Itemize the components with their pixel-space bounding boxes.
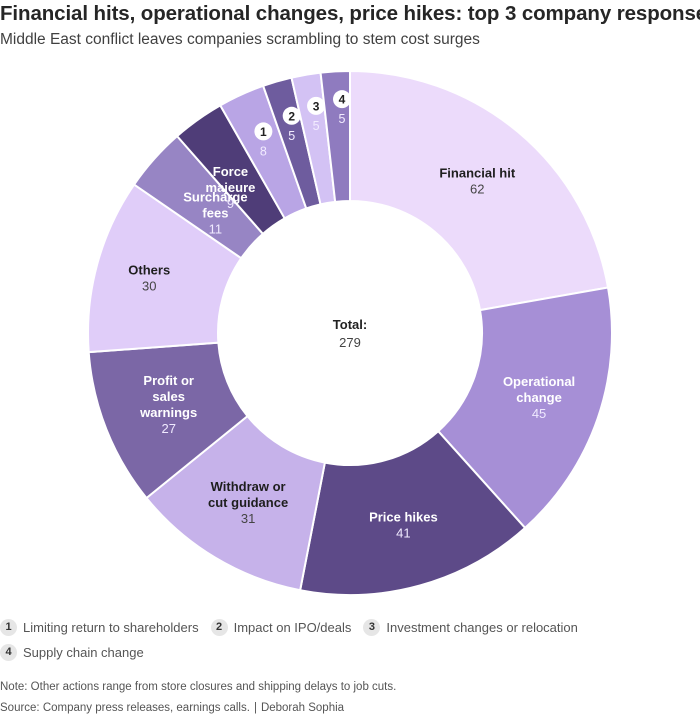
legend-item-4: 4 Supply chain change <box>0 643 144 661</box>
slice-label-profit-or-sales-warnings: sales <box>152 389 185 404</box>
badge-3 <box>307 96 326 115</box>
slice-label-force-majeure: majeure <box>206 180 256 195</box>
slice-label-surcharge-fees: fees <box>202 205 228 220</box>
source-text: Source: Company press releases, earnings… <box>0 702 250 714</box>
slice-financial-hit <box>349 69 610 312</box>
slice-label-profit-or-sales-warnings: Profit or <box>143 373 194 388</box>
slice-label-others: Others <box>128 263 170 278</box>
legend-label-2: Impact on IPO/deals <box>233 619 352 635</box>
badge-label-3: 3 <box>313 99 320 113</box>
value-label-price-hikes: 41 <box>396 526 410 541</box>
slice-operational-change <box>436 286 613 530</box>
slice-label-surcharge-fees: Surcharge <box>183 189 247 204</box>
value-label-3: 5 <box>313 119 320 133</box>
donut-chart: Financial hit62Operationalchange45Price … <box>87 69 613 596</box>
legend-item-2: 2 Impact on IPO/deals <box>210 618 352 636</box>
slice-label-operational-change: Operational <box>503 374 575 389</box>
legend-label-1: Limiting return to shareholders <box>23 619 199 635</box>
value-label-2: 5 <box>288 129 295 143</box>
legend-item-1: 1 Limiting return to shareholders <box>0 618 199 636</box>
value-label-financial-hit: 62 <box>470 181 484 196</box>
badge-label-2: 2 <box>288 109 295 123</box>
author-credit: Deborah Sophia <box>260 702 345 714</box>
slice-label-profit-or-sales-warnings: warnings <box>139 405 197 420</box>
badge-2 <box>282 106 301 125</box>
value-label-operational-change: 45 <box>532 406 546 421</box>
legend-row: 4 Supply chain change <box>0 641 700 663</box>
slice-label-operational-change: change <box>516 390 562 405</box>
chart-note: Note: Other actions range from store clo… <box>0 681 397 693</box>
value-label-4: 5 <box>339 112 346 126</box>
badge-4 <box>332 90 351 109</box>
legend-badge-4: 4 <box>0 643 17 661</box>
chart-subtitle: Middle East conflict leaves companies sc… <box>0 31 480 48</box>
legend-item-3: 3 Investment changes or relocation <box>363 618 578 636</box>
total-value: 279 <box>339 335 361 350</box>
chart-title: Financial hits, operational changes, pri… <box>0 2 700 25</box>
slice-label-withdraw-or-cut-guidance: cut guidance <box>208 495 288 510</box>
value-label-profit-or-sales-warnings: 27 <box>161 421 175 436</box>
badge-label-1: 1 <box>260 125 267 139</box>
value-label-1: 8 <box>260 144 267 158</box>
value-label-others: 30 <box>142 279 156 294</box>
value-label-force-majeure: 9 <box>227 196 234 211</box>
slice-label-price-hikes: Price hikes <box>369 510 438 525</box>
legend-row: 1 Limiting return to shareholders 2 Impa… <box>0 616 700 638</box>
value-label-surcharge-fees: 11 <box>209 221 223 236</box>
slice-label-withdraw-or-cut-guidance: Withdraw or <box>211 479 286 494</box>
legend-badge-1: 1 <box>0 618 17 636</box>
slice-price-hikes <box>298 429 527 596</box>
total-label: Total: <box>333 317 367 332</box>
chart-source: Source: Company press releases, earnings… <box>0 702 344 714</box>
slice-label-financial-hit: Financial hit <box>439 165 516 180</box>
badge-1 <box>254 122 273 141</box>
legend: 1 Limiting return to shareholders 2 Impa… <box>0 616 700 666</box>
legend-badge-3: 3 <box>363 618 381 636</box>
source-separator: | <box>253 702 257 714</box>
legend-label-3: Investment changes or relocation <box>386 619 578 635</box>
value-label-withdraw-or-cut-guidance: 31 <box>241 511 255 526</box>
legend-badge-2: 2 <box>210 618 228 636</box>
badge-label-4: 4 <box>339 93 346 107</box>
legend-label-4: Supply chain change <box>23 644 144 660</box>
slice-label-force-majeure: Force <box>213 164 248 179</box>
